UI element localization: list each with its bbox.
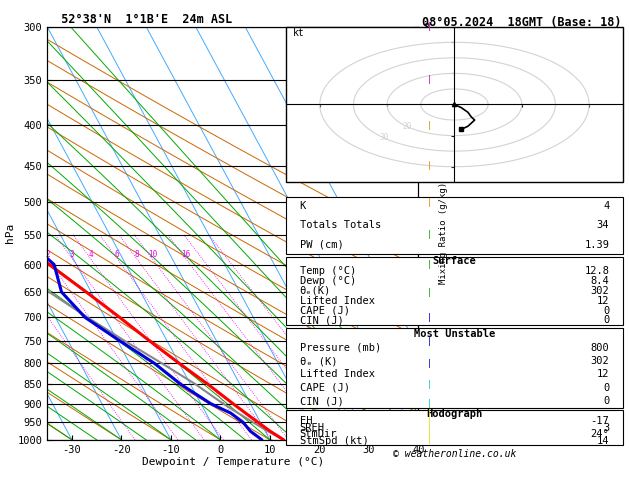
Text: 2: 2 [45,250,50,259]
Text: 12: 12 [597,295,610,306]
Text: 4: 4 [603,201,610,211]
Text: 12: 12 [597,369,610,380]
Text: 12.8: 12.8 [584,266,610,276]
Text: 10: 10 [148,250,157,259]
Text: Temp (°C): Temp (°C) [299,266,356,276]
Text: SREH: SREH [299,422,325,433]
Text: 0: 0 [603,306,610,315]
Text: PW (cm): PW (cm) [299,240,343,250]
Y-axis label: hPa: hPa [4,223,14,243]
Text: LCL: LCL [425,419,443,429]
Text: 30: 30 [379,133,389,141]
Text: |: | [427,121,432,130]
X-axis label: Dewpoint / Temperature (°C): Dewpoint / Temperature (°C) [142,457,324,468]
Text: |: | [427,197,432,207]
Text: 0: 0 [603,383,610,393]
Text: |: | [427,409,432,417]
Text: Most Unstable: Most Unstable [414,330,495,339]
Text: Hodograph: Hodograph [426,409,482,419]
Text: |: | [427,313,432,322]
Text: 6: 6 [115,250,120,259]
Text: CAPE (J): CAPE (J) [299,383,350,393]
Text: |: | [427,260,432,269]
Text: 24°: 24° [591,429,610,439]
Text: 16: 16 [181,250,191,259]
Text: |: | [427,418,432,427]
Text: |: | [427,22,432,31]
Text: K: K [299,201,306,211]
Text: Surface: Surface [433,257,476,266]
Text: 0: 0 [603,315,610,325]
Text: 20: 20 [403,122,412,131]
Text: 0: 0 [603,396,610,406]
Text: 52°38'N  1°1B'E  24m ASL: 52°38'N 1°1B'E 24m ASL [47,13,233,26]
Text: 302: 302 [591,356,610,366]
Text: 800: 800 [591,343,610,353]
Text: 3: 3 [70,250,75,259]
FancyBboxPatch shape [286,257,623,325]
Text: |: | [427,380,432,389]
Text: 302: 302 [591,286,610,296]
Text: © weatheronline.co.uk: © weatheronline.co.uk [392,449,516,459]
Text: 1.39: 1.39 [584,240,610,250]
Text: 34: 34 [597,221,610,230]
Text: Mixing Ratio (g/kg): Mixing Ratio (g/kg) [439,182,448,284]
Text: Lifted Index: Lifted Index [299,369,375,380]
Text: 08°05.2024  18GMT (Base: 18): 08°05.2024 18GMT (Base: 18) [422,16,622,29]
Text: |: | [427,359,432,368]
Text: StmDir: StmDir [299,429,337,439]
FancyBboxPatch shape [286,197,623,254]
Text: θₑ (K): θₑ (K) [299,356,337,366]
Text: |: | [427,435,432,444]
Text: 4: 4 [88,250,93,259]
FancyBboxPatch shape [286,410,623,445]
Text: |: | [427,427,432,435]
Text: Pressure (mb): Pressure (mb) [299,343,381,353]
Text: CAPE (J): CAPE (J) [299,306,350,315]
Text: -17: -17 [591,416,610,426]
Text: |: | [427,161,432,171]
Text: |: | [427,337,432,346]
Text: 8: 8 [135,250,139,259]
Text: StmSpd (kt): StmSpd (kt) [299,436,369,446]
Text: CIN (J): CIN (J) [299,315,343,325]
Text: θₑ(K): θₑ(K) [299,286,331,296]
Text: |: | [427,288,432,296]
FancyBboxPatch shape [286,328,623,408]
Text: 14: 14 [597,436,610,446]
Text: kt: kt [293,28,304,38]
Text: 8.4: 8.4 [591,276,610,286]
Y-axis label: km
ASL: km ASL [445,223,463,244]
Text: CIN (J): CIN (J) [299,396,343,406]
Text: |: | [427,230,432,239]
Text: 3: 3 [603,422,610,433]
Text: Dewp (°C): Dewp (°C) [299,276,356,286]
Text: Totals Totals: Totals Totals [299,221,381,230]
Text: EH: EH [299,416,312,426]
Text: |: | [427,75,432,84]
Text: |: | [427,399,432,408]
Legend: Temperature, Dewpoint, Parcel Trajectory, Dry Adiabat, Wet Adiabat, Isotherm, Mi: Temperature, Dewpoint, Parcel Trajectory… [306,31,414,110]
Text: Lifted Index: Lifted Index [299,295,375,306]
